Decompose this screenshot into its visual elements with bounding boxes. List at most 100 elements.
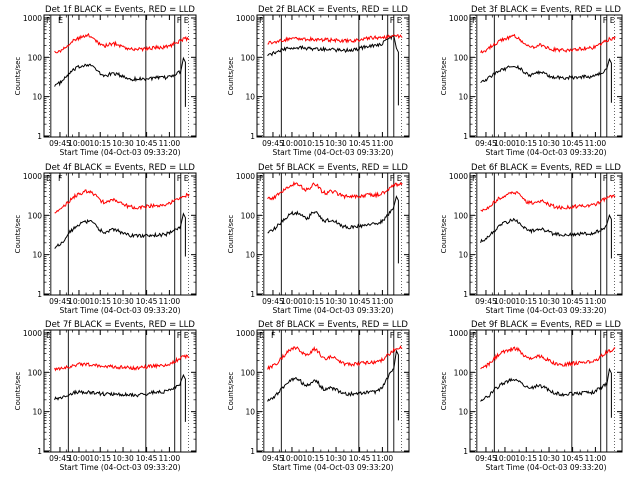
x-axis-label: Start Time (04-Oct-03 09:33:20) — [59, 463, 180, 472]
x-tick-label: 10:30 — [538, 139, 560, 148]
x-tick-label: 10:15 — [302, 297, 324, 306]
y-tick-label: 100 — [454, 368, 469, 377]
y-tick-label: 1000 — [236, 14, 255, 23]
y-axis-label: Counts/sec — [440, 57, 448, 96]
chart-panel-7: Det 7f BLACK = Events, RED = LLD 1 10 100 10… — [14, 320, 197, 472]
flag-letter-left: F — [46, 16, 51, 25]
plot-frame — [469, 172, 623, 296]
events-series-line — [480, 57, 612, 103]
plot-frame — [256, 14, 410, 138]
chart-panel-5: Det 5f BLACK = Events, RED = LLD 1 10 100 10… — [227, 163, 410, 315]
x-tick-label: 10:15 — [89, 139, 111, 148]
y-tick-label: 1000 — [23, 172, 42, 181]
x-tick-label: 10:15 — [515, 139, 537, 148]
x-tick-label: 10:45 — [349, 297, 371, 306]
chart-panel-4: Det 4f BLACK = Events, RED = LLD 1 10 100 10… — [14, 163, 197, 315]
y-tick-label: 10 — [458, 93, 468, 102]
y-tick-label: 1 — [37, 290, 42, 299]
lld-series-line — [480, 346, 616, 370]
flag-letter-left: F — [472, 174, 477, 183]
x-tick-label: 10:45 — [349, 454, 371, 463]
y-tick-label: 100 — [241, 53, 256, 62]
x-tick-label: 11:00 — [159, 297, 181, 306]
chart-title: Det 7f BLACK = Events, RED = LLD — [45, 320, 195, 330]
x-tick-label: 10:30 — [538, 297, 560, 306]
x-axis-label: Start Time (04-Oct-03 09:33:20) — [59, 306, 180, 315]
x-tick-label: 10:15 — [89, 454, 111, 463]
y-tick-label: 1 — [37, 132, 42, 141]
y-tick-label: 1000 — [449, 172, 468, 181]
chart-title: Det 5f BLACK = Events, RED = LLD — [258, 163, 408, 173]
chart-title: Det 1f BLACK = Events, RED = LLD — [45, 5, 195, 15]
x-tick-label: 10:15 — [515, 297, 537, 306]
chart-title: Det 8f BLACK = Events, RED = LLD — [258, 320, 408, 330]
flag-letter-left: E — [259, 331, 264, 340]
lld-series-line — [54, 189, 190, 214]
x-tick-label: 09:45 — [262, 297, 284, 306]
y-tick-label: 1 — [463, 447, 468, 456]
y-tick-label: 1000 — [449, 14, 468, 23]
x-tick-label: 10:45 — [136, 297, 158, 306]
y-tick-label: 10 — [32, 408, 42, 417]
x-tick-label: 10:00 — [68, 454, 90, 463]
chart-title: Det 9f BLACK = Events, RED = LLD — [471, 320, 621, 330]
x-tick-label: 10:45 — [136, 454, 158, 463]
y-tick-label: 100 — [454, 53, 469, 62]
x-tick-label: 09:45 — [49, 454, 71, 463]
x-tick-label: 10:15 — [302, 139, 324, 148]
lld-series-line — [267, 181, 403, 201]
x-tick-label: 10:30 — [538, 454, 560, 463]
events-series-line — [267, 349, 399, 421]
chart-title: Det 3f BLACK = Events, RED = LLD — [471, 5, 621, 15]
chart-panel-3: Det 3f BLACK = Events, RED = LLD 1 10 100 10… — [440, 5, 623, 157]
y-tick-label: 1 — [250, 290, 255, 299]
x-tick-label: 11:00 — [159, 139, 181, 148]
y-axis-label: Counts/sec — [14, 372, 22, 411]
x-tick-label: 09:45 — [49, 139, 71, 148]
lld-series-line — [480, 190, 616, 213]
x-axis-label: Start Time (04-Oct-03 09:33:20) — [485, 463, 606, 472]
x-axis-label: Start Time (04-Oct-03 09:33:20) — [272, 306, 393, 315]
x-axis-label: Start Time (04-Oct-03 09:33:20) — [485, 148, 606, 157]
y-tick-label: 100 — [454, 211, 469, 220]
x-tick-label: 10:00 — [494, 139, 516, 148]
flag-letter-right: F — [177, 174, 182, 183]
x-tick-label: 10:45 — [562, 454, 584, 463]
y-axis-label: Counts/sec — [227, 57, 235, 96]
flag-letter-left: F — [259, 16, 264, 25]
plot-frame — [469, 329, 623, 453]
y-tick-label: 1 — [463, 132, 468, 141]
events-series-line — [54, 212, 186, 257]
x-tick-label: 11:00 — [585, 139, 607, 148]
events-series-line — [480, 367, 612, 418]
plot-frame — [43, 14, 197, 138]
y-tick-label: 100 — [28, 53, 43, 62]
x-axis-label: Start Time (04-Oct-03 09:33:20) — [485, 306, 606, 315]
y-tick-label: 10 — [32, 93, 42, 102]
flag-letter-right: E — [610, 16, 615, 25]
x-tick-label: 10:00 — [68, 297, 90, 306]
y-tick-label: 100 — [241, 211, 256, 220]
y-tick-label: 1000 — [236, 329, 255, 338]
x-axis-label: Start Time (04-Oct-03 09:33:20) — [272, 148, 393, 157]
y-axis-label: Counts/sec — [227, 215, 235, 254]
flag-letter-right: F — [177, 331, 182, 340]
x-tick-label: 09:45 — [262, 454, 284, 463]
lld-series-line — [54, 354, 190, 372]
x-tick-label: 10:15 — [302, 454, 324, 463]
plot-frame — [43, 329, 197, 453]
x-tick-label: 11:00 — [585, 454, 607, 463]
plot-frame — [256, 329, 410, 453]
flag-letter-right: F — [390, 331, 395, 340]
flag-letter-right: E — [184, 174, 189, 183]
x-tick-label: 10:15 — [89, 297, 111, 306]
y-tick-label: 10 — [245, 408, 255, 417]
plot-frame — [256, 172, 410, 296]
x-axis-label: Start Time (04-Oct-03 09:33:20) — [59, 148, 180, 157]
flag-letter-left: E — [46, 331, 51, 340]
x-tick-label: 10:00 — [494, 454, 516, 463]
x-tick-label: 10:45 — [349, 139, 371, 148]
x-tick-label: 10:30 — [112, 454, 134, 463]
y-tick-label: 10 — [458, 408, 468, 417]
